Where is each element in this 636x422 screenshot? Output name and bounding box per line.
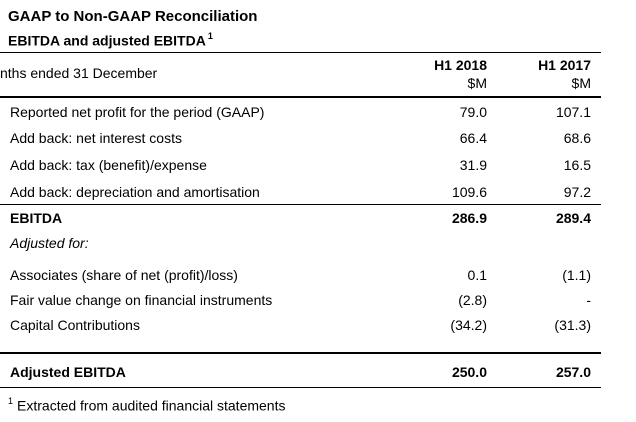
- row-label: Capital Contributions: [10, 317, 140, 333]
- column-header-h1-2018: H1 2018 $M: [397, 56, 487, 92]
- footnote-text: Extracted from audited financial stateme…: [17, 397, 286, 414]
- top-rule: [0, 52, 601, 53]
- table-row-ebitda: EBITDA 286.9 289.4: [0, 207, 601, 229]
- footnote-marker: 1: [8, 396, 14, 406]
- row-label: EBITDA: [10, 210, 63, 226]
- table-row: Add back: tax (benefit)/expense 31.9 16.…: [0, 154, 601, 176]
- value-h1-2017: (31.3): [554, 317, 591, 333]
- total-rule-top: [0, 352, 601, 354]
- table-row: Capital Contributions (34.2) (31.3): [0, 314, 601, 336]
- value-h1-2018: 79.0: [459, 104, 487, 120]
- value-h1-2017: (1.1): [562, 267, 591, 283]
- value-h1-2018: 66.4: [459, 130, 487, 146]
- value-h1-2018: (2.8): [458, 292, 487, 308]
- value-h1-2017: 107.1: [555, 104, 591, 120]
- value-h1-2018: 0.1: [467, 267, 487, 283]
- value-h1-2017: 257.0: [555, 364, 591, 380]
- value-h1-2017: 68.6: [563, 130, 591, 146]
- table-row: Fair value change on financial instrumen…: [0, 289, 601, 311]
- table-row: Add back: net interest costs 66.4 68.6: [0, 127, 601, 149]
- table-subtitle: EBITDA and adjusted EBITDA 1: [8, 31, 213, 49]
- table-row: Add back: depreciation and amortisation …: [0, 181, 601, 203]
- row-label: Add back: net interest costs: [10, 130, 182, 146]
- value-h1-2018: 31.9: [459, 157, 487, 173]
- row-label: Reported net profit for the period (GAAP…: [10, 104, 265, 120]
- table-row: Associates (share of net (profit)/loss) …: [0, 264, 601, 286]
- value-h1-2018: 109.6: [451, 184, 487, 200]
- column-unit: $M: [571, 75, 591, 91]
- total-rule-bottom: [0, 387, 601, 388]
- period-label: nths ended 31 December: [0, 65, 158, 81]
- row-label: Adjusted for:: [10, 235, 89, 251]
- value-h1-2018: 250.0: [451, 364, 487, 380]
- table-row-adjusted-ebitda: Adjusted EBITDA 250.0 257.0: [0, 361, 601, 383]
- subtitle-footnote-marker: 1: [207, 31, 213, 41]
- table-row: Reported net profit for the period (GAAP…: [0, 101, 601, 123]
- page-title: GAAP to Non-GAAP Reconciliation: [8, 8, 258, 25]
- row-label: Add back: tax (benefit)/expense: [10, 157, 207, 173]
- value-h1-2017: 97.2: [563, 184, 591, 200]
- subtotal-rule: [0, 204, 601, 205]
- column-period: H1 2018: [434, 57, 487, 73]
- table-row-section-heading: Adjusted for:: [0, 232, 601, 254]
- row-label: Associates (share of net (profit)/loss): [10, 267, 238, 283]
- row-label: Add back: depreciation and amortisation: [10, 184, 260, 200]
- row-label: Fair value change on financial instrumen…: [10, 292, 273, 308]
- column-header-h1-2017: H1 2017 $M: [501, 56, 591, 92]
- value-h1-2017: 289.4: [555, 210, 591, 226]
- column-unit: $M: [467, 75, 487, 91]
- header-rule: [0, 96, 601, 98]
- value-h1-2018: 286.9: [451, 210, 487, 226]
- column-period: H1 2017: [538, 57, 591, 73]
- value-h1-2018: (34.2): [450, 317, 487, 333]
- subtitle-text: EBITDA and adjusted EBITDA: [8, 32, 206, 49]
- value-h1-2017: -: [586, 292, 591, 308]
- value-h1-2017: 16.5: [563, 157, 591, 173]
- footnote: 1 Extracted from audited financial statem…: [8, 396, 286, 414]
- row-label: Adjusted EBITDA: [10, 364, 126, 380]
